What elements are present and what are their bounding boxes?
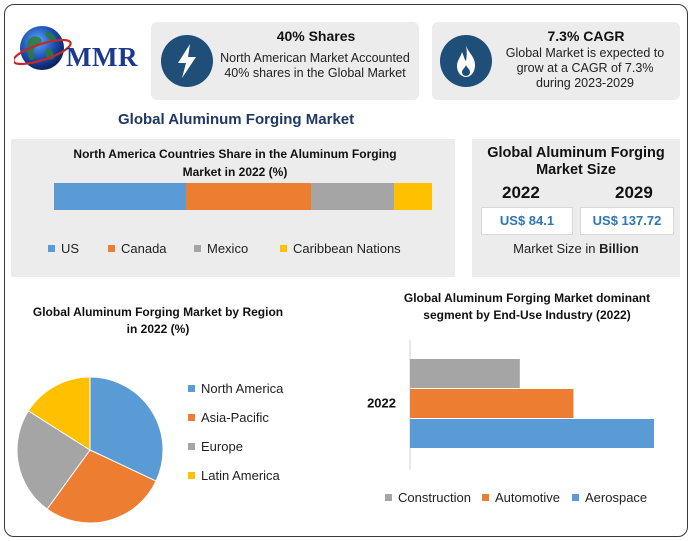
flame-icon	[457, 45, 475, 77]
year-start: 2022	[502, 183, 540, 202]
pie-slice-europe	[16, 410, 91, 510]
legend-label: Mexico	[207, 241, 249, 256]
country-share-title-line1: North America Countries Share in the Alu…	[73, 147, 397, 161]
cagr-card-title: 7.3% CAGR	[547, 28, 625, 44]
legend-item-mexico: Mexico	[194, 241, 248, 256]
stacked-segment-mexico	[311, 183, 395, 210]
shares-card-title: 40% Shares	[276, 28, 356, 44]
legend-swatch	[188, 443, 195, 451]
legend-item-europe: Europe	[188, 439, 243, 454]
legend-swatch	[188, 385, 195, 393]
shares-card-line1: North American Market Accounted	[220, 51, 410, 65]
legend-item-automotive: Automotive	[482, 490, 560, 505]
shares-card: 40% Shares North American Market Account…	[151, 22, 419, 100]
legend-label: Aerospace	[585, 490, 648, 505]
legend-item-asia-pacific: Asia-Pacific	[188, 410, 269, 425]
market-size-note: Market Size in Billion	[480, 241, 672, 256]
category-label: 2022	[367, 396, 396, 411]
cagr-card-body: Global Market is expected to grow at a C…	[494, 46, 676, 91]
market-size-note-unit: Billion	[599, 241, 639, 256]
cagr-card-line2: grow at a CAGR of 7.3%	[516, 61, 654, 75]
end-use-title: Global Aluminum Forging Market dominant …	[380, 290, 674, 324]
legend-swatch	[188, 414, 195, 422]
legend-swatch	[108, 245, 115, 253]
legend-label: US	[61, 241, 80, 256]
market-size-title-line1: Global Aluminum Forging	[487, 145, 665, 161]
legend-swatch	[48, 245, 55, 253]
legend-swatch	[188, 472, 195, 480]
legend-label: Construction	[398, 490, 471, 505]
bar-aerospace	[410, 419, 654, 448]
end-use-bar-chart: 2022	[367, 340, 654, 470]
legend-label: Asia-Pacific	[201, 410, 269, 425]
region-title-line1: Global Aluminum Forging Market by Region	[32, 305, 284, 319]
legend-swatch	[280, 245, 287, 253]
market-size-note-prefix: Market Size in	[513, 241, 596, 256]
cagr-card: 7.3% CAGR Global Market is expected to g…	[432, 22, 680, 100]
end-use-title-line1: Global Aluminum Forging Market dominant	[403, 291, 651, 305]
pie-slice-north-america	[89, 376, 164, 482]
value-start: US$ 84.1	[481, 207, 573, 235]
country-share-title: North America Countries Share in the Alu…	[60, 145, 410, 181]
region-title: Global Aluminum Forging Market by Region…	[26, 304, 290, 338]
region-title-line2: in 2022 (%)	[126, 322, 190, 336]
legend-item-north-america: North America	[188, 381, 283, 396]
legend-item-caribbean-nations: Caribbean Nations	[280, 241, 401, 256]
shares-card-line2: 40% shares in the Global Market	[224, 66, 406, 80]
legend-swatch	[482, 494, 489, 502]
year-end: 2029	[615, 183, 653, 202]
pie-slice-latin-america	[27, 376, 91, 451]
legend-label: Caribbean Nations	[293, 241, 401, 256]
legend-swatch	[194, 245, 201, 253]
region-pie-chart	[16, 376, 164, 524]
legend-item-aerospace: Aerospace	[572, 490, 647, 505]
market-size-title-line2: Market Size	[536, 162, 616, 178]
market-size-title: Global Aluminum Forging Market Size	[480, 145, 672, 179]
logo-text: MMR	[66, 42, 138, 72]
legend-label: Canada	[121, 241, 167, 256]
pie-slice-asia-pacific	[46, 449, 157, 524]
cagr-icon-circle	[440, 35, 492, 87]
cagr-card-line3: during 2023-2029	[536, 76, 634, 90]
legend-item-latin-america: Latin America	[188, 468, 280, 483]
legend-item-construction: Construction	[385, 490, 471, 505]
legend-swatch	[385, 494, 392, 502]
mmr-logo: MMR	[14, 18, 144, 80]
legend-item-us: US	[48, 241, 79, 256]
stacked-segment-caribbean-nations	[394, 183, 432, 210]
legend-item-canada: Canada	[108, 241, 167, 256]
bar-automotive	[410, 389, 574, 418]
legend-label: North America	[201, 381, 284, 396]
shares-card-body: North American Market Accounted 40% shar…	[215, 51, 415, 81]
globe-icon	[14, 26, 72, 70]
legend-label: Europe	[201, 439, 243, 454]
cagr-card-line1: Global Market is expected to	[505, 46, 665, 60]
bar-construction	[410, 359, 520, 388]
stacked-segment-canada	[186, 183, 312, 210]
legend-label: Latin America	[201, 468, 280, 483]
shares-icon-circle	[161, 35, 213, 87]
value-end: US$ 137.72	[580, 207, 674, 235]
legend-swatch	[572, 494, 579, 502]
end-use-title-line2: segment by End-Use Industry (2022)	[423, 308, 631, 322]
country-share-title-line2: Market in 2022 (%)	[182, 165, 288, 179]
lightning-icon	[178, 44, 196, 78]
stacked-segment-us	[54, 183, 187, 210]
main-title: Global Aluminum Forging Market	[118, 111, 355, 128]
legend-label: Automotive	[495, 490, 561, 505]
